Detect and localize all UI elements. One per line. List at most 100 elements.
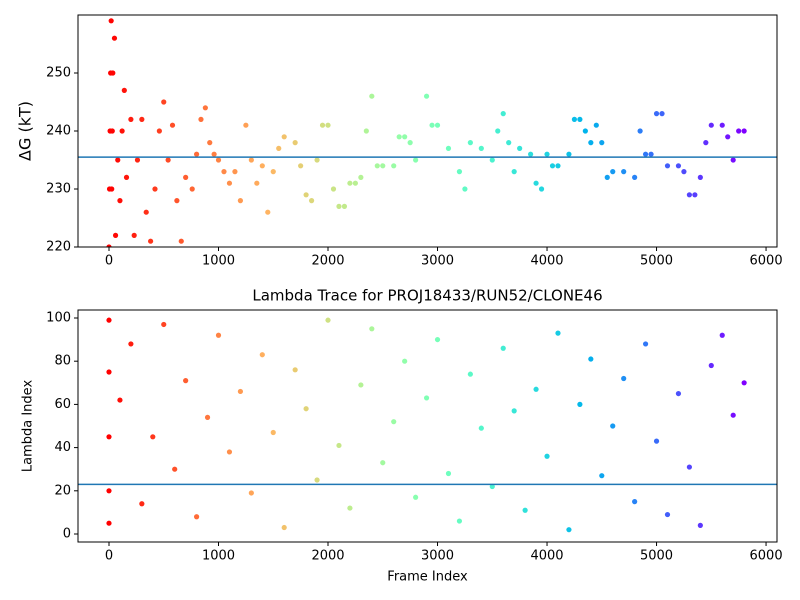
point (511, 408, 517, 414)
point (642, 151, 649, 157)
point (462, 186, 468, 192)
point (115, 157, 121, 163)
point (566, 527, 572, 533)
point (434, 122, 441, 128)
point (533, 386, 539, 392)
x-tick-label: 1000 (202, 254, 235, 269)
y-axis-label: ΔG (kT) (16, 101, 35, 161)
point (549, 163, 556, 169)
point (336, 442, 342, 449)
point (588, 140, 594, 146)
x-tick-label: 2000 (311, 254, 344, 269)
x-tick-label: 4000 (530, 549, 563, 564)
point (413, 157, 419, 163)
point (686, 192, 692, 198)
point (314, 157, 320, 163)
point (254, 180, 260, 186)
point (456, 169, 463, 175)
point (692, 192, 698, 198)
x-tick-label: 4000 (530, 254, 563, 269)
point (248, 157, 254, 163)
point (106, 369, 112, 375)
point (708, 362, 714, 369)
point (697, 174, 703, 180)
y-tick-label: 60 (54, 397, 71, 412)
point (109, 186, 115, 192)
point (341, 203, 348, 209)
point (325, 122, 331, 128)
point (621, 375, 627, 382)
point (719, 332, 725, 338)
y-tick-label: 20 (54, 483, 71, 498)
x-tick-label: 0 (105, 254, 113, 269)
point (319, 122, 326, 128)
y-tick-label: 80 (54, 354, 71, 369)
point (106, 488, 112, 494)
point (445, 145, 452, 151)
point (352, 180, 358, 186)
point (571, 116, 578, 122)
point (152, 186, 158, 192)
point (248, 490, 254, 496)
point (183, 174, 189, 180)
chart-title: Lambda Trace for PROJ18433/RUN52/CLONE46 (252, 287, 602, 305)
point (610, 169, 616, 175)
point (259, 352, 265, 358)
point (117, 397, 123, 403)
x-tick-label: 2000 (311, 549, 344, 564)
point (178, 238, 184, 244)
point (391, 419, 397, 425)
point (204, 414, 211, 420)
point (237, 198, 244, 204)
x-axis-label: Frame Index (387, 570, 468, 585)
y-tick-label: 220 (46, 240, 71, 255)
point (139, 116, 145, 122)
point (599, 140, 605, 146)
point (429, 122, 435, 128)
point (117, 198, 123, 204)
point (653, 111, 660, 117)
point (599, 473, 605, 479)
point (298, 163, 304, 169)
point (131, 232, 137, 238)
point (489, 157, 495, 163)
point (500, 111, 506, 117)
point (544, 453, 550, 459)
point (276, 145, 282, 151)
point (538, 186, 545, 192)
point (610, 423, 616, 429)
point (528, 151, 534, 157)
point (119, 128, 125, 134)
point (517, 145, 523, 151)
point (226, 449, 233, 455)
point (741, 380, 747, 386)
point (544, 151, 550, 157)
x-tick-label: 6000 (750, 254, 783, 269)
x-tick-label: 3000 (421, 254, 454, 269)
point (330, 186, 337, 192)
y-axis-label: Lambda Index (21, 380, 36, 473)
point (741, 128, 747, 134)
point (111, 35, 118, 41)
x-tick-label: 5000 (640, 549, 673, 564)
axes-frame (77, 309, 778, 543)
point (108, 18, 114, 24)
point (347, 180, 353, 186)
point (708, 122, 714, 128)
point (265, 209, 271, 215)
point (489, 483, 495, 490)
point (243, 122, 249, 128)
point (423, 395, 430, 401)
point (374, 163, 380, 169)
point (281, 524, 287, 531)
point (664, 163, 671, 169)
point (172, 466, 178, 472)
point (232, 169, 238, 175)
point (303, 192, 309, 198)
point (325, 317, 331, 323)
point (358, 382, 364, 388)
point (193, 151, 200, 157)
point (380, 460, 386, 466)
point (292, 367, 298, 373)
point (150, 434, 156, 440)
